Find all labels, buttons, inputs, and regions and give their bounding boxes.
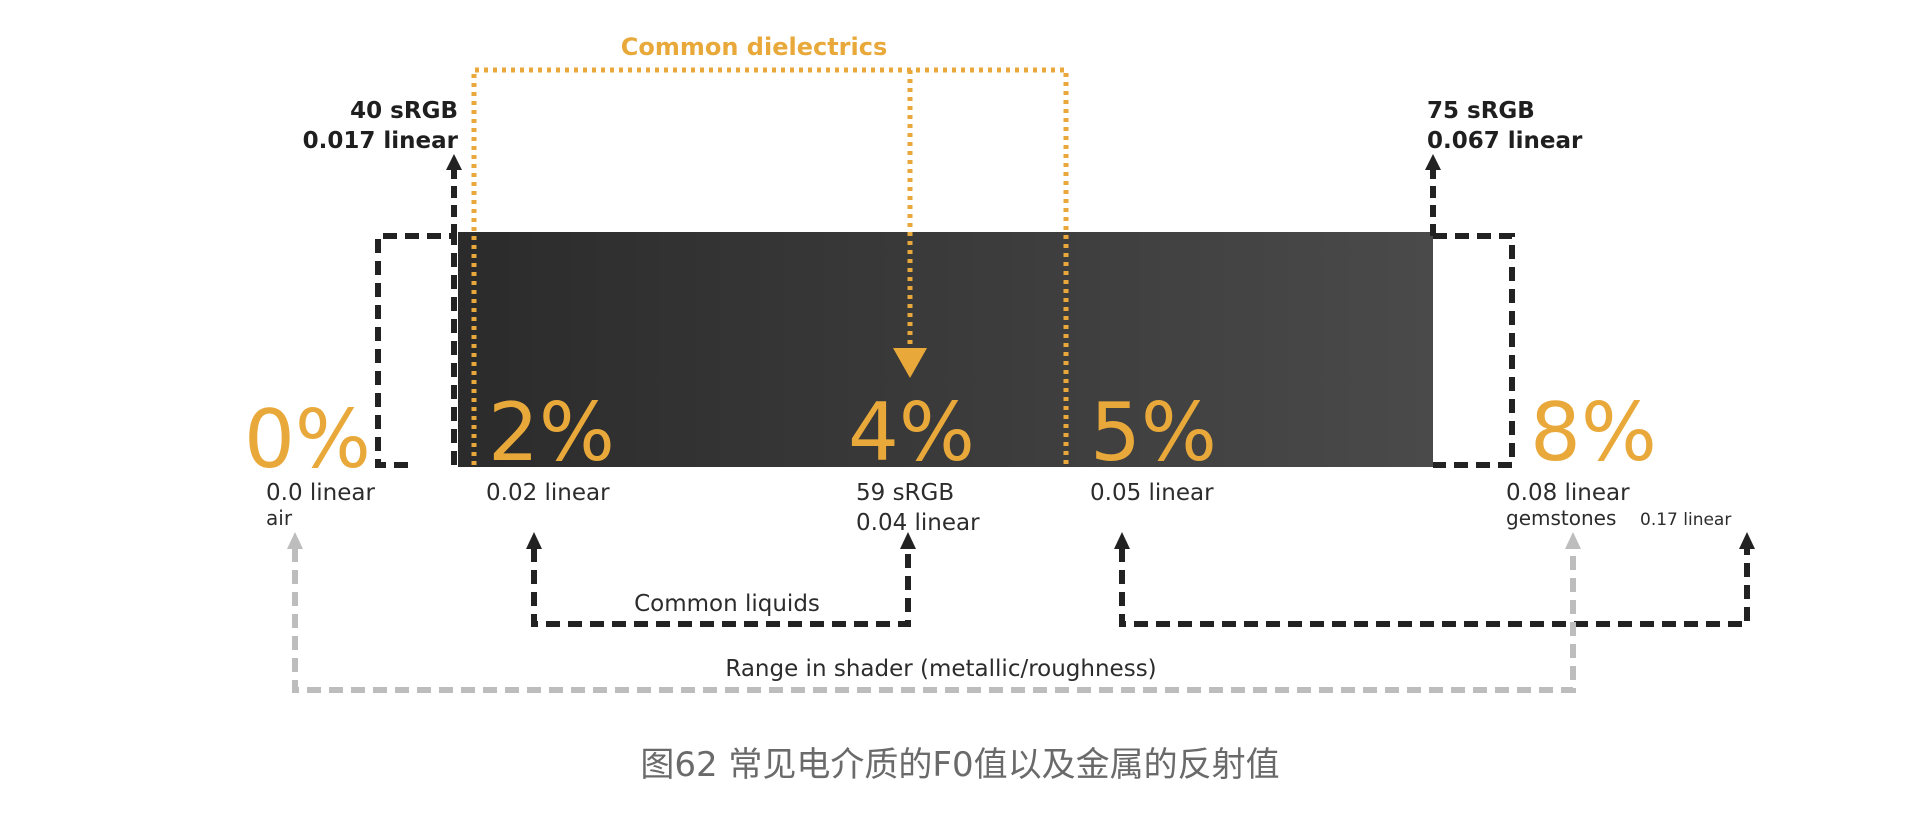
stop-0-linear: 0.0 linear	[266, 480, 375, 506]
stop-2-linear: 0.02 linear	[486, 480, 610, 506]
right-marker-srgb: 75 sRGB	[1427, 98, 1535, 124]
dielectrics-title: Common dielectrics	[621, 33, 888, 61]
stop-5-percent: 5%	[1090, 386, 1217, 479]
left-marker-arrowhead	[446, 154, 462, 170]
liquids-right-arrowhead	[900, 532, 916, 549]
stop-5-linear: 0.05 linear	[1090, 480, 1214, 506]
shader-range-label: Range in shader (metallic/roughness)	[725, 656, 1156, 682]
left-dashed-bracket	[375, 233, 457, 468]
metals-right-arrowhead	[1739, 532, 1755, 549]
liquids-label: Common liquids	[634, 591, 820, 617]
left-marker-linear: 0.017 linear	[303, 128, 459, 154]
figure-caption: 图62 常见电介质的F0值以及金属的反射值	[640, 745, 1279, 785]
liquids-dashed-bracket	[531, 548, 911, 627]
left-marker-srgb: 40 sRGB	[350, 98, 458, 124]
stop-0-material: air	[266, 506, 293, 530]
stop-2-percent: 2%	[488, 386, 615, 479]
stop-4-srgb: 59 sRGB	[856, 480, 954, 506]
stop-4-linear: 0.04 linear	[856, 510, 980, 536]
stop-8-material: gemstones	[1506, 506, 1616, 530]
shader-range-left-arrowhead	[287, 532, 303, 549]
metals-dashed-bracket	[1119, 548, 1750, 627]
right-dashed-bracket	[1433, 233, 1515, 468]
shader-range-right-arrowhead	[1565, 532, 1581, 549]
right-marker-linear: 0.067 linear	[1427, 128, 1583, 154]
extra-linear-label: 0.17 linear	[1640, 510, 1731, 530]
right-marker-arrowhead	[1425, 154, 1441, 170]
shader-range-dashed-bracket	[292, 548, 1576, 693]
liquids-left-arrowhead	[526, 532, 542, 549]
stop-8-percent: 8%	[1530, 386, 1657, 479]
reflectance-gradient-bar	[458, 232, 1433, 467]
metals-left-arrowhead	[1114, 532, 1130, 549]
stop-4-percent: 4%	[848, 386, 975, 479]
stop-0-percent: 0%	[244, 393, 371, 486]
dielectrics-arrowhead	[893, 348, 927, 378]
stop-8-linear: 0.08 linear	[1506, 480, 1630, 506]
